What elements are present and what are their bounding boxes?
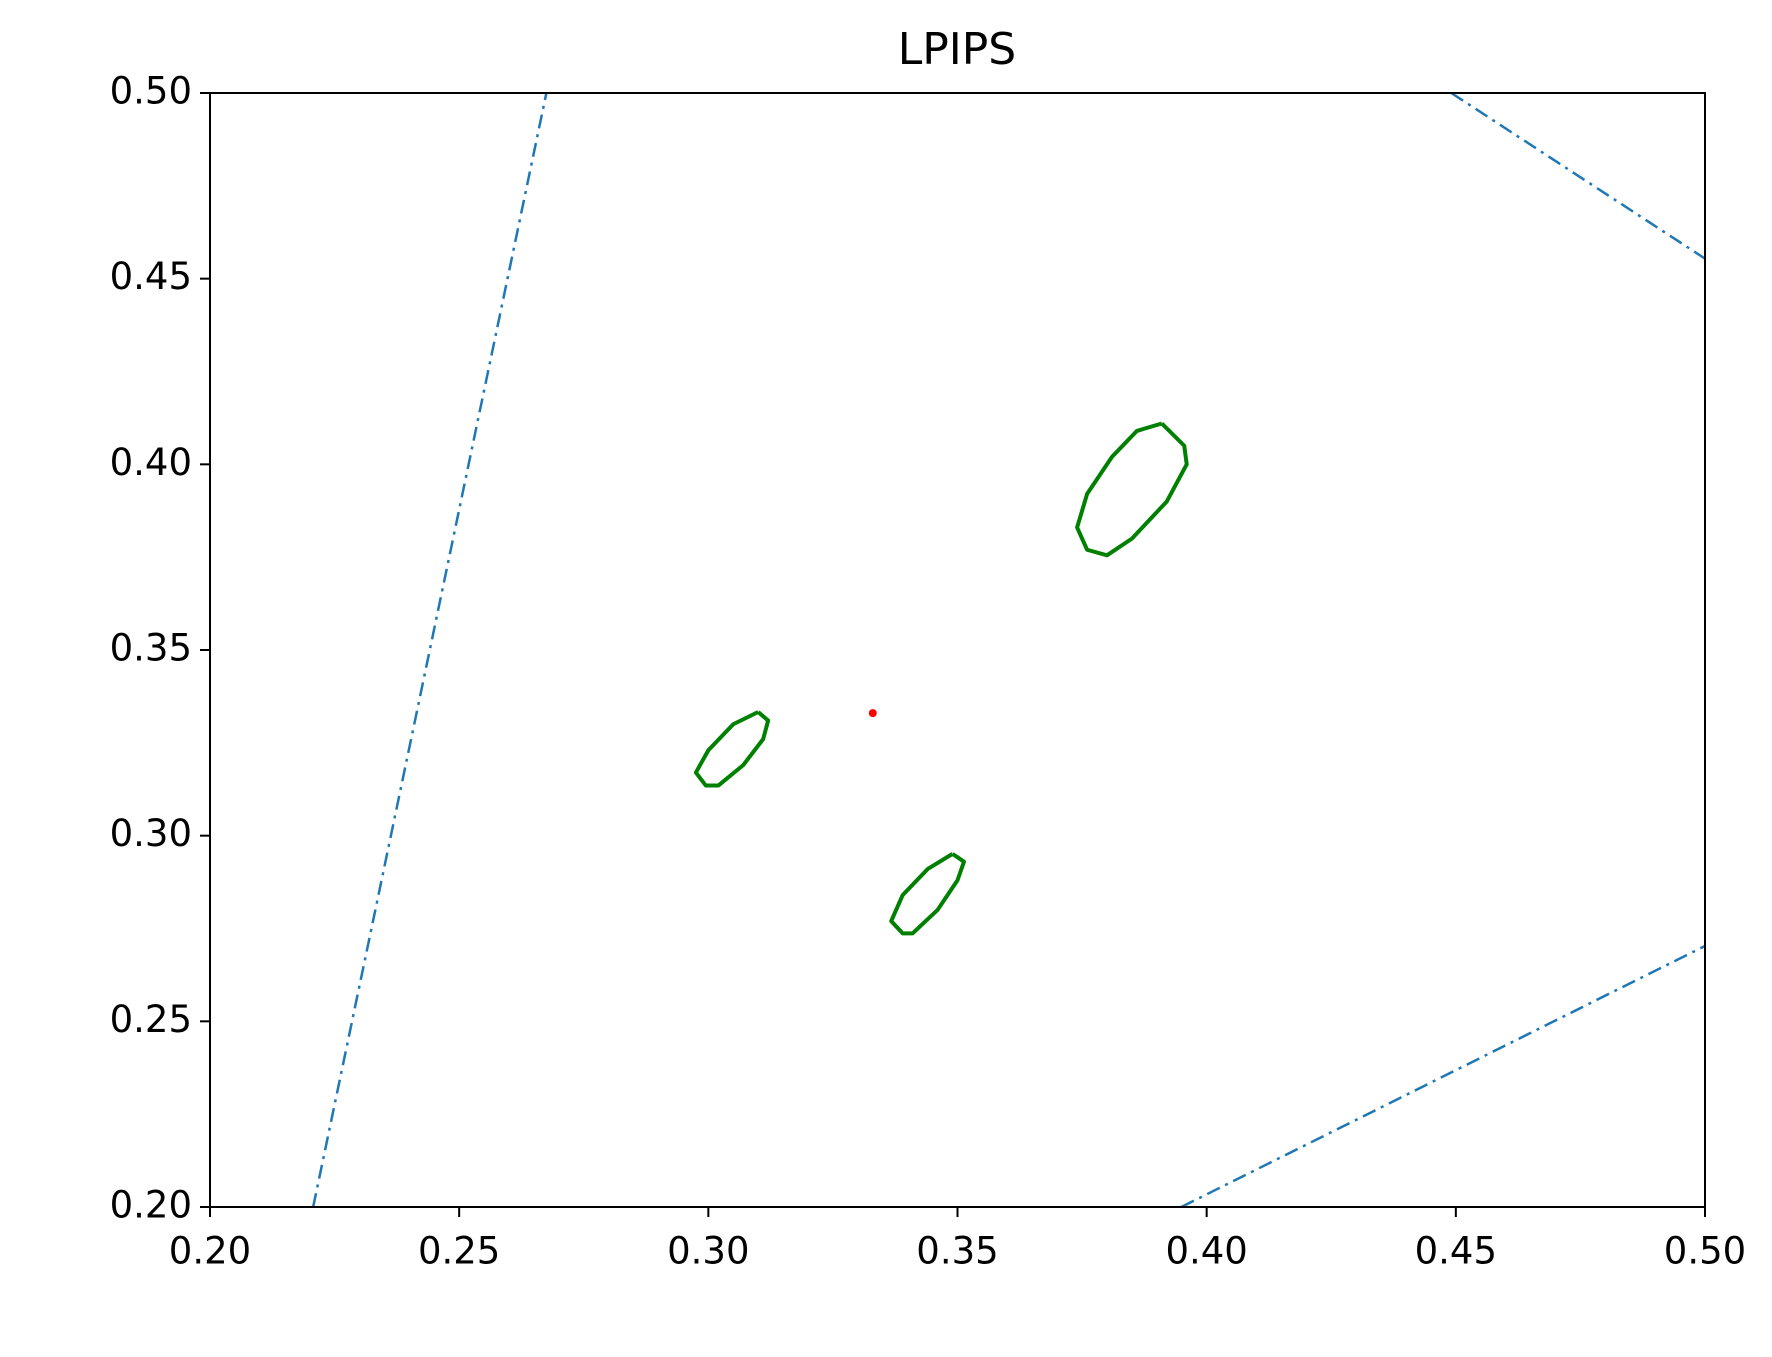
x-tick-label: 0.30 [667,1230,749,1273]
y-tick-label: 0.35 [110,627,192,670]
x-tick-label: 0.20 [169,1230,251,1273]
x-tick-label: 0.35 [916,1230,998,1273]
x-tick-label: 0.40 [1165,1230,1247,1273]
y-tick-label: 0.25 [110,998,192,1041]
series-line [1180,944,1706,1209]
point [868,709,877,718]
chart-title: LPIPS [898,24,1017,75]
x-tick-label: 0.45 [1415,1230,1497,1273]
x-tick-label: 0.25 [418,1230,500,1273]
series-line [1450,91,1706,260]
series-line [693,710,771,788]
x-tick-label: 0.50 [1664,1230,1746,1273]
y-tick-label: 0.40 [110,441,192,484]
series-line [1075,421,1189,558]
y-tick-label: 0.30 [110,812,192,855]
series-line [889,852,966,936]
plot-frame [209,92,1706,1208]
y-tick-label: 0.20 [110,1184,192,1227]
y-tick-label: 0.50 [110,70,192,113]
series-line [311,92,548,1208]
y-tick-label: 0.45 [110,255,192,298]
